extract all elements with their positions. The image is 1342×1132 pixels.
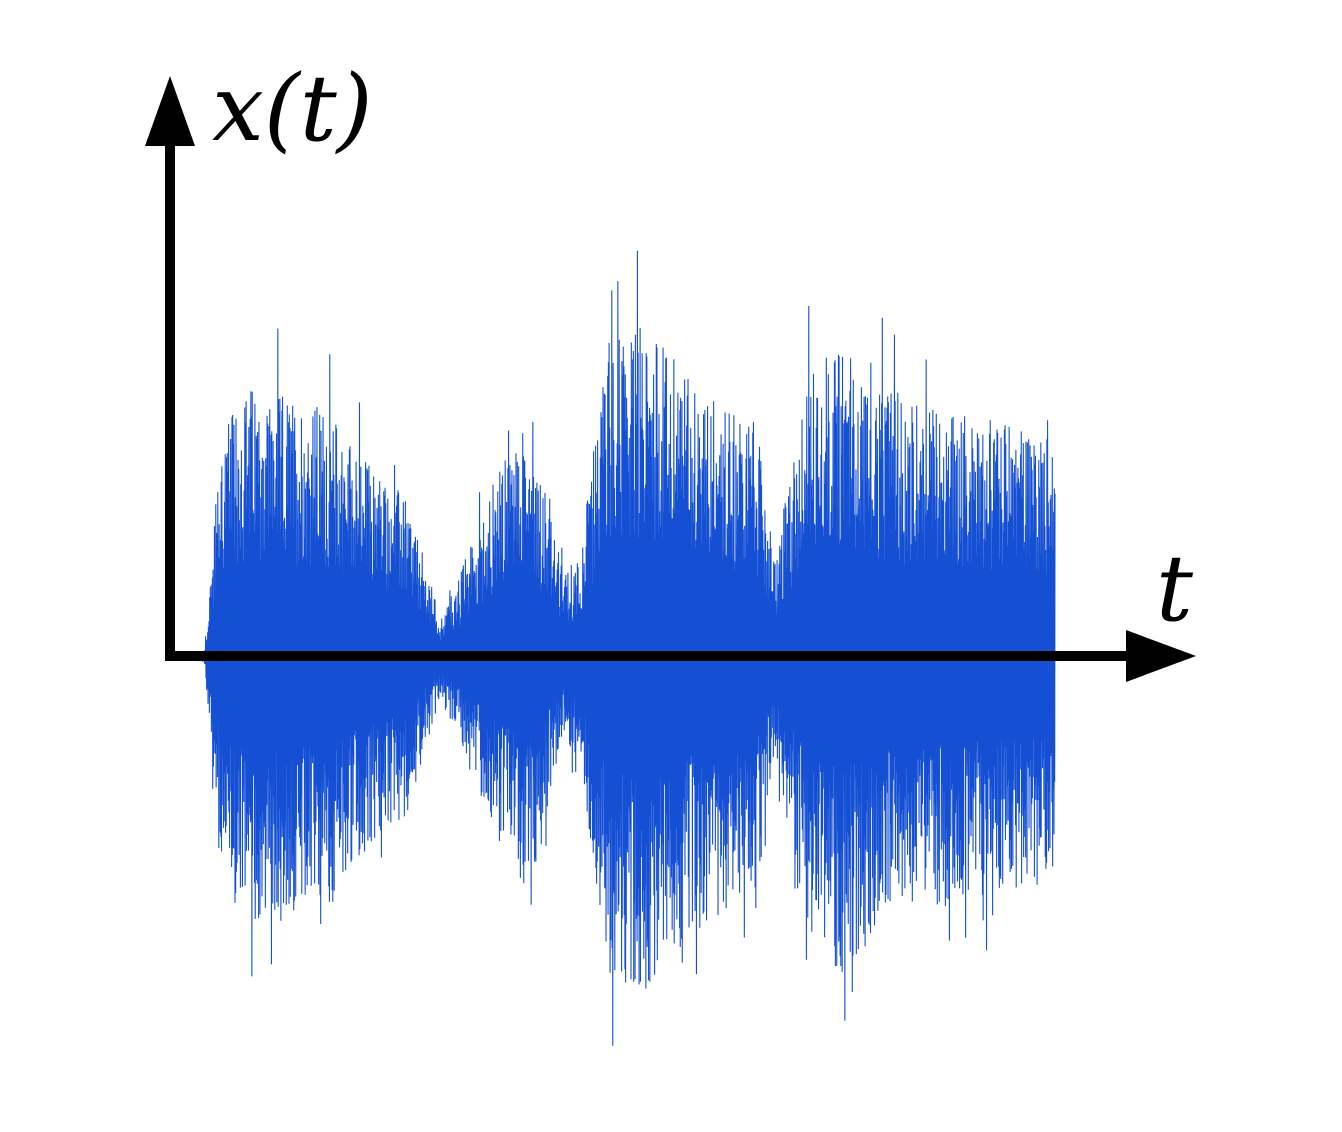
y-axis-label: x(t): [212, 55, 373, 162]
y-axis-arrowhead: [145, 76, 195, 146]
axes: [145, 76, 1196, 682]
signal-line: [177, 250, 1056, 1046]
signal-series: [177, 250, 1056, 1046]
x-axis-label: t: [1156, 535, 1194, 642]
x-axis-arrowhead: [1126, 630, 1196, 682]
